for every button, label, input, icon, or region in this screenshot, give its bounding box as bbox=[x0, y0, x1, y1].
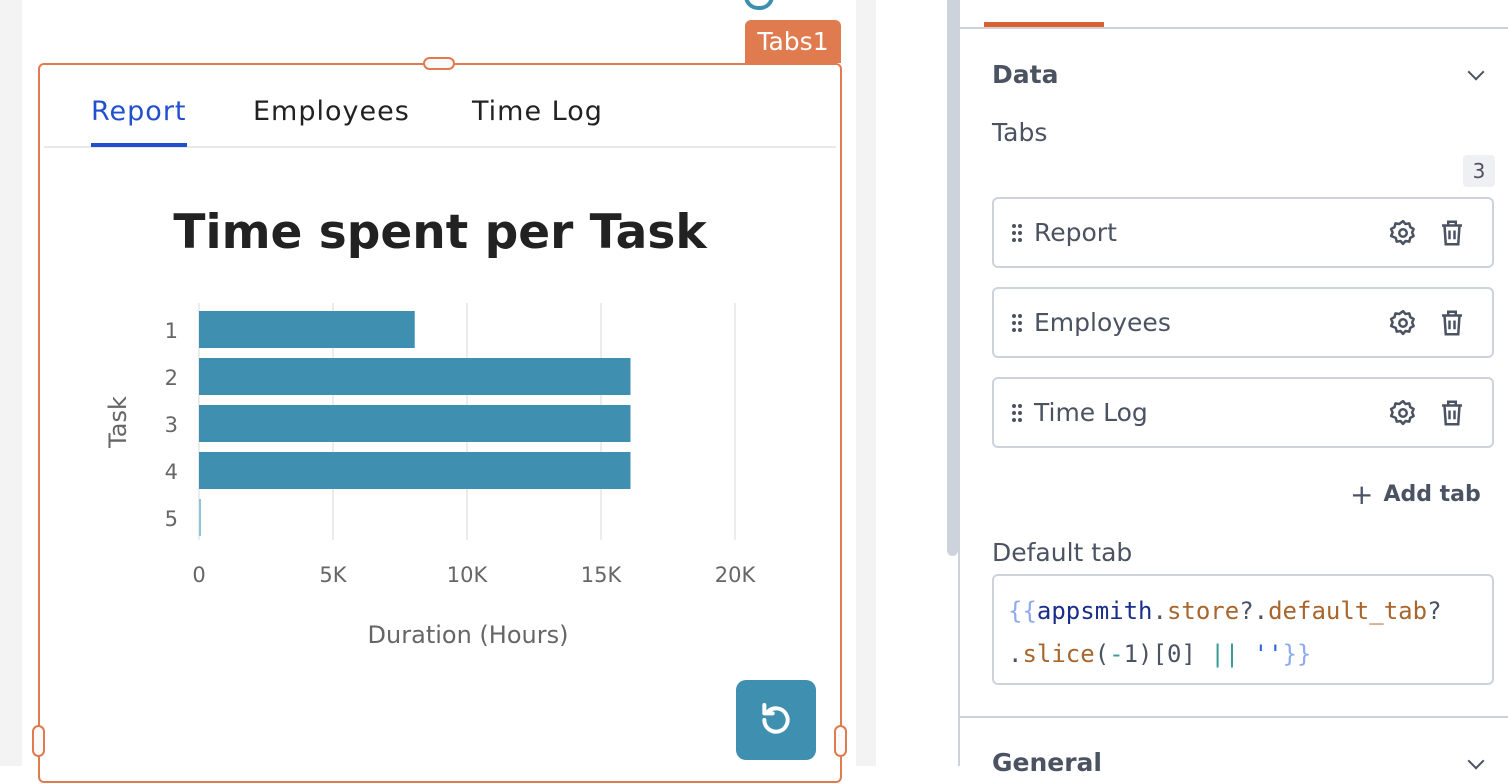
tabs-count-badge: 3 bbox=[1463, 155, 1495, 187]
resize-handle-right[interactable] bbox=[834, 725, 847, 757]
x-tick-label: 10K bbox=[447, 563, 489, 587]
refresh-button[interactable] bbox=[736, 680, 816, 760]
canvas-gutter bbox=[856, 0, 876, 766]
code-token: . bbox=[1152, 597, 1167, 625]
bar-chart: 0 5K 10K 15K 20K 1 2 3 4 5 Duration (Hours) Task bbox=[104, 303, 757, 649]
code-token: . bbox=[1008, 640, 1023, 668]
chevron-down-icon[interactable] bbox=[1467, 63, 1485, 81]
code-token: ? bbox=[1427, 597, 1442, 625]
x-tick-label: 20K bbox=[715, 563, 757, 587]
plus-icon: + bbox=[1350, 478, 1374, 511]
code-token: ( bbox=[1094, 640, 1110, 668]
drag-handle-icon[interactable] bbox=[1011, 403, 1023, 423]
x-tick-label: 15K bbox=[581, 563, 623, 587]
trash-icon[interactable] bbox=[1437, 218, 1467, 248]
tab-item-report: Report bbox=[992, 197, 1494, 268]
scrollbar[interactable] bbox=[947, 0, 958, 556]
y-axis-label: Task bbox=[104, 396, 132, 449]
bar-task-4 bbox=[199, 452, 631, 489]
code-token: || bbox=[1210, 640, 1240, 668]
gear-icon[interactable] bbox=[1388, 308, 1418, 338]
y-tick-label: 5 bbox=[165, 507, 178, 531]
code-token: slice bbox=[1022, 640, 1095, 668]
code-token: store bbox=[1166, 597, 1240, 625]
gear-icon[interactable] bbox=[1388, 398, 1418, 428]
tab-employees[interactable]: Employees bbox=[253, 96, 410, 127]
resize-handle-left[interactable] bbox=[32, 725, 45, 757]
y-tick-label: 4 bbox=[165, 460, 178, 484]
section-general-title[interactable]: General bbox=[992, 748, 1102, 777]
code-token bbox=[1239, 640, 1253, 668]
code-token: appsmith bbox=[1036, 597, 1153, 625]
bar-task-1 bbox=[199, 311, 415, 348]
rotate-ccw-icon bbox=[762, 703, 790, 734]
bar-task-3 bbox=[199, 405, 631, 442]
bar-task-5 bbox=[199, 499, 201, 536]
divider bbox=[960, 27, 1508, 29]
canvas-margin bbox=[0, 0, 22, 766]
code-token: }} bbox=[1282, 640, 1312, 668]
add-tab-button[interactable]: + Add tab bbox=[1350, 478, 1481, 511]
divider bbox=[960, 716, 1508, 718]
resize-handle-top[interactable] bbox=[423, 57, 455, 70]
bar-task-2 bbox=[199, 358, 631, 395]
code-token: ?. bbox=[1239, 597, 1269, 625]
gear-icon[interactable] bbox=[1388, 218, 1418, 248]
code-token: - bbox=[1109, 640, 1124, 668]
y-tick-label: 3 bbox=[165, 413, 178, 437]
section-data-title[interactable]: Data bbox=[992, 60, 1059, 89]
drag-handle-icon[interactable] bbox=[1011, 223, 1023, 243]
code-token: 1)[0] bbox=[1123, 640, 1211, 668]
tab-item-label[interactable]: Time Log bbox=[1034, 398, 1148, 427]
code-token: default_tab bbox=[1268, 597, 1428, 625]
tab-time-log[interactable]: Time Log bbox=[472, 96, 603, 127]
x-tick-label: 5K bbox=[319, 563, 347, 587]
tab-item-employees: Employees bbox=[992, 287, 1494, 358]
widget-name-label[interactable]: Tabs1 bbox=[745, 20, 841, 63]
tab-item-time-log: Time Log bbox=[992, 377, 1494, 448]
tab-bar: Report Employees Time Log bbox=[44, 88, 836, 148]
x-tick-label: 0 bbox=[192, 563, 205, 587]
trash-icon[interactable] bbox=[1437, 398, 1467, 428]
default-tab-code-input[interactable]: {{appsmith.store?.default_tab? .slice(-1)… bbox=[992, 574, 1494, 685]
trash-icon[interactable] bbox=[1437, 308, 1467, 338]
drag-handle-icon[interactable] bbox=[1011, 313, 1023, 333]
code-token: {{ bbox=[1008, 597, 1037, 625]
tabs-label: Tabs bbox=[992, 118, 1048, 147]
panel-active-tab-indicator bbox=[984, 22, 1104, 27]
panel-border bbox=[958, 0, 960, 766]
default-tab-label: Default tab bbox=[992, 538, 1133, 567]
tab-item-label[interactable]: Report bbox=[1034, 218, 1117, 247]
code-token: '' bbox=[1253, 640, 1283, 668]
chart-title: Time spent per Task bbox=[173, 205, 707, 260]
y-tick-label: 1 bbox=[165, 319, 178, 343]
tab-item-label[interactable]: Employees bbox=[1034, 308, 1171, 337]
y-tick-label: 2 bbox=[165, 366, 178, 390]
x-axis-label: Duration (Hours) bbox=[368, 621, 569, 649]
add-tab-label: Add tab bbox=[1383, 482, 1481, 507]
tab-report[interactable]: Report bbox=[91, 96, 187, 147]
chevron-down-icon[interactable] bbox=[1467, 752, 1485, 770]
